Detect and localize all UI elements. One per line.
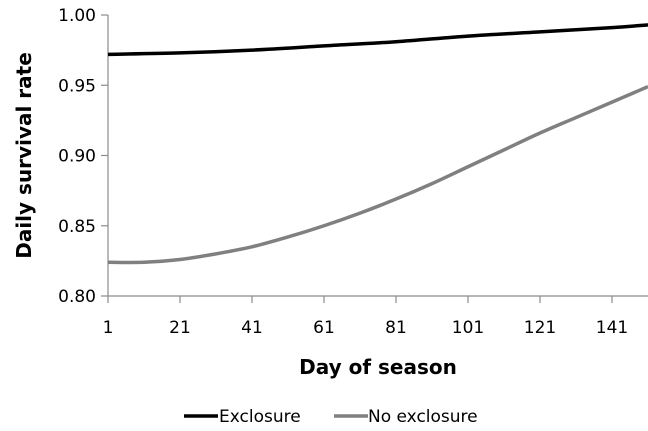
x-tick-label: 21 (169, 318, 191, 338)
y-tick-label: 0.90 (58, 147, 96, 167)
legend-label-exclosure: Exclosure (219, 407, 301, 427)
x-tick-label: 1 (103, 318, 114, 338)
series-line-no-exclosure (107, 85, 648, 265)
legend: Exclosure No exclosure (184, 407, 478, 427)
x-tick-label: 101 (452, 318, 484, 338)
x-tick-label: 81 (385, 318, 407, 338)
series-line-exclosure (107, 23, 648, 57)
x-tick-label: 41 (241, 318, 263, 338)
x-tick-label: 61 (313, 318, 335, 338)
x-axis-ticks: 1 21 41 61 81 101 121 141 (103, 296, 628, 338)
y-axis-title: Daily survival rate (12, 52, 36, 259)
y-tick-label: 0.80 (58, 287, 96, 307)
legend-label-no-exclosure: No exclosure (368, 407, 478, 427)
y-tick-label: 0.95 (58, 76, 96, 96)
x-axis-title: Day of season (299, 355, 457, 379)
series-lines (107, 23, 648, 265)
x-tick-label: 141 (596, 318, 628, 338)
y-axis-ticks: 0.80 0.85 0.90 0.95 1.00 (58, 6, 108, 307)
y-tick-label: 0.85 (58, 217, 96, 237)
x-tick-label: 121 (524, 318, 556, 338)
y-tick-label: 1.00 (58, 6, 96, 26)
